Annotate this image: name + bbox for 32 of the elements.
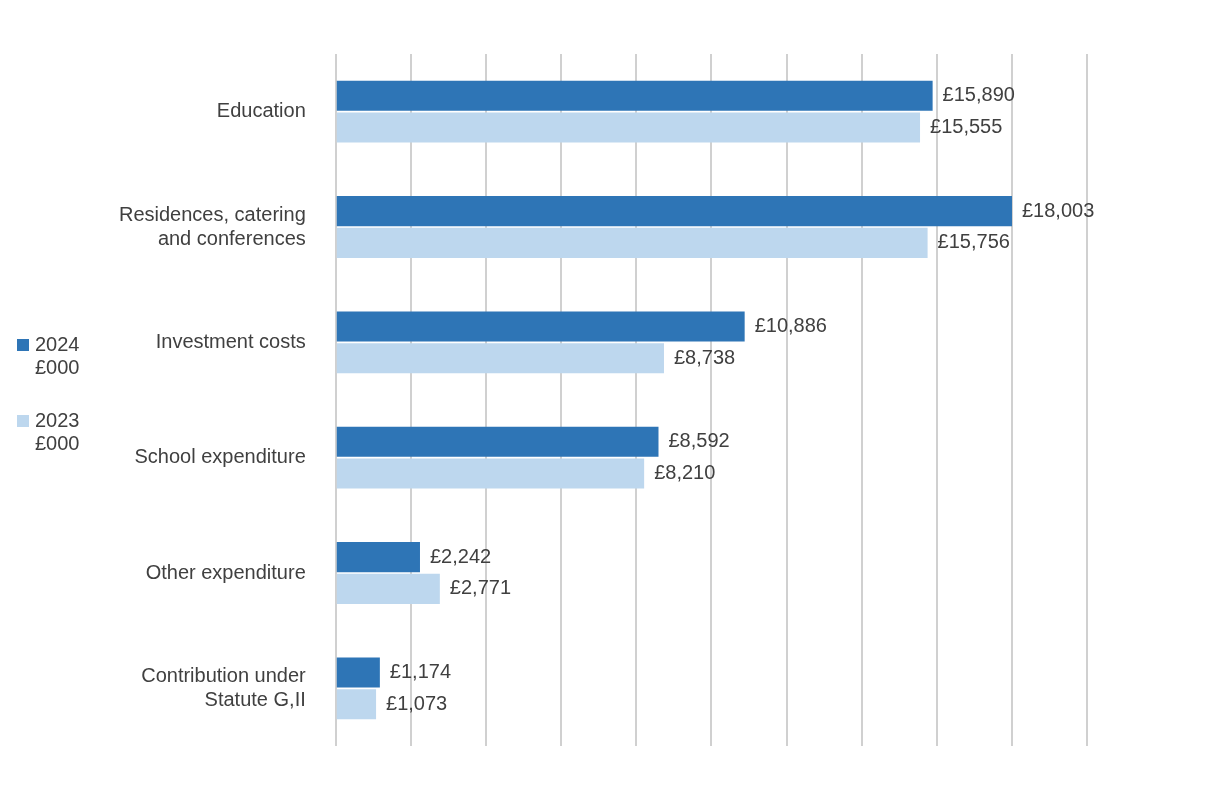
y-tick-label: Contribution under Statute G,II bbox=[141, 663, 307, 710]
data-label: £1,174 bbox=[389, 659, 452, 682]
y-tick-label: Other expenditure bbox=[145, 560, 306, 583]
data-label: £15,555 bbox=[930, 115, 1003, 138]
y-tick-label: Investment costs bbox=[155, 329, 306, 352]
bar bbox=[336, 343, 664, 374]
bar bbox=[336, 657, 380, 688]
y-tick-label: Residences, catering and conferences bbox=[118, 202, 306, 249]
legend-label: 2024 £000 bbox=[35, 333, 81, 379]
data-label: £2,242 bbox=[429, 544, 492, 567]
data-label: £8,210 bbox=[654, 461, 716, 484]
bar bbox=[336, 573, 440, 604]
data-label: £8,592 bbox=[668, 429, 730, 452]
data-label: £15,890 bbox=[942, 83, 1015, 106]
bar bbox=[336, 311, 745, 342]
bar bbox=[336, 426, 659, 457]
data-label: £15,756 bbox=[937, 230, 1010, 253]
data-label: £2,771 bbox=[449, 576, 512, 599]
bar bbox=[336, 227, 928, 258]
bar bbox=[336, 689, 377, 720]
legend-label: 2023 £000 bbox=[35, 409, 81, 455]
data-label: £18,003 bbox=[1021, 198, 1095, 221]
y-tick-label: Education bbox=[216, 99, 306, 122]
bar bbox=[336, 112, 921, 143]
data-label: £8,738 bbox=[673, 345, 736, 368]
bar bbox=[336, 80, 933, 111]
bar bbox=[336, 196, 1012, 227]
data-label: £10,886 bbox=[754, 313, 827, 336]
y-tick-label: School expenditure bbox=[134, 445, 306, 468]
bar bbox=[336, 542, 420, 573]
data-label: £1,073 bbox=[386, 691, 448, 714]
bar bbox=[336, 458, 645, 489]
